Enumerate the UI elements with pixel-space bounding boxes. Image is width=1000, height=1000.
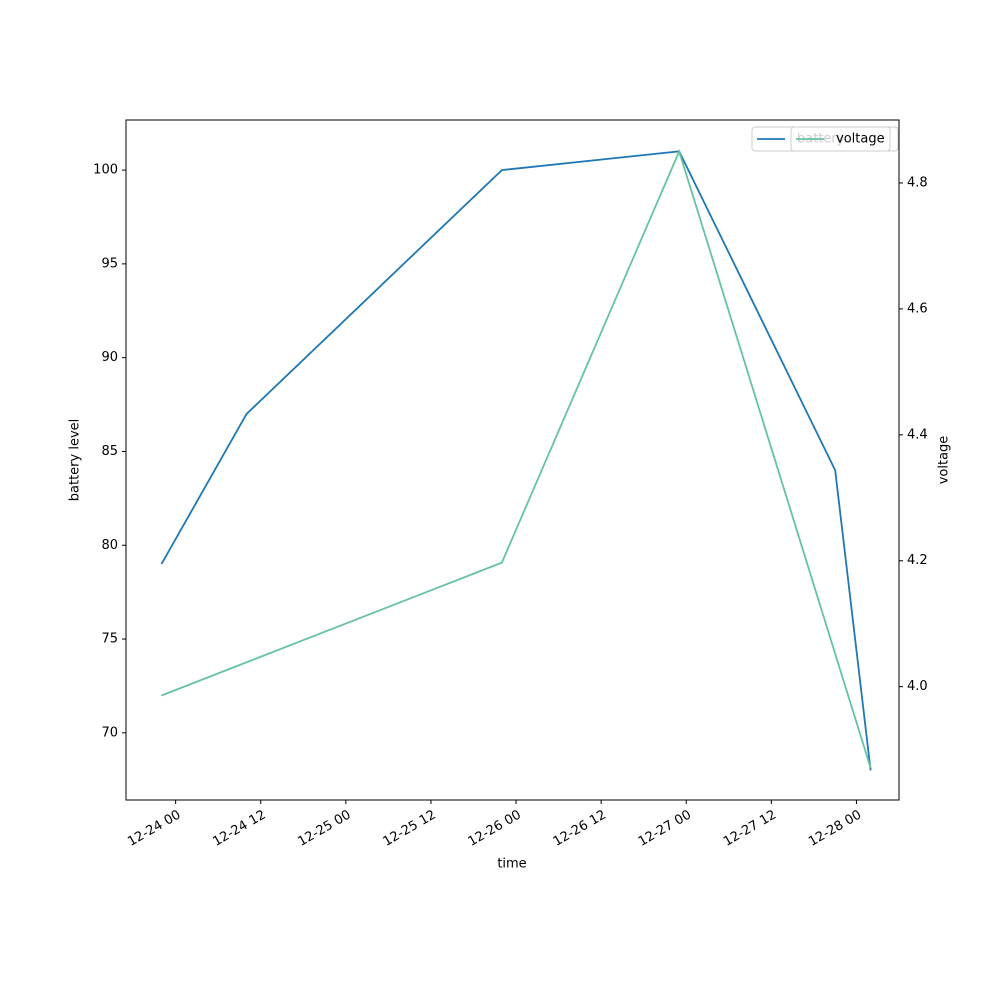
y2-tick-label: 4.6: [907, 301, 928, 316]
data-line: [160, 150, 872, 771]
y-tick-label: 80: [101, 538, 118, 553]
y-axis-label: battery level: [68, 419, 83, 502]
plot-frame: [125, 119, 900, 801]
y-tick-label: 100: [93, 163, 118, 178]
y2-tick-label: 4.0: [907, 679, 928, 694]
data-line: [161, 148, 872, 769]
y2-axis-label: voltage: [937, 436, 952, 485]
y-tick-label: 75: [101, 632, 118, 647]
y-tick-label: 95: [101, 256, 118, 271]
y-tick-label: 90: [101, 350, 118, 365]
y-tick-label: 85: [101, 444, 118, 459]
legend: voltage: [790, 126, 891, 152]
y2-tick-label: 4.4: [907, 427, 928, 442]
y2-tick-label: 4.2: [907, 553, 928, 568]
x-axis-label: time: [497, 857, 526, 872]
y2-tick-label: 4.8: [907, 175, 928, 190]
legend-box: [790, 126, 891, 152]
legend-label: voltage: [836, 132, 885, 147]
y-tick-label: 70: [101, 725, 118, 740]
